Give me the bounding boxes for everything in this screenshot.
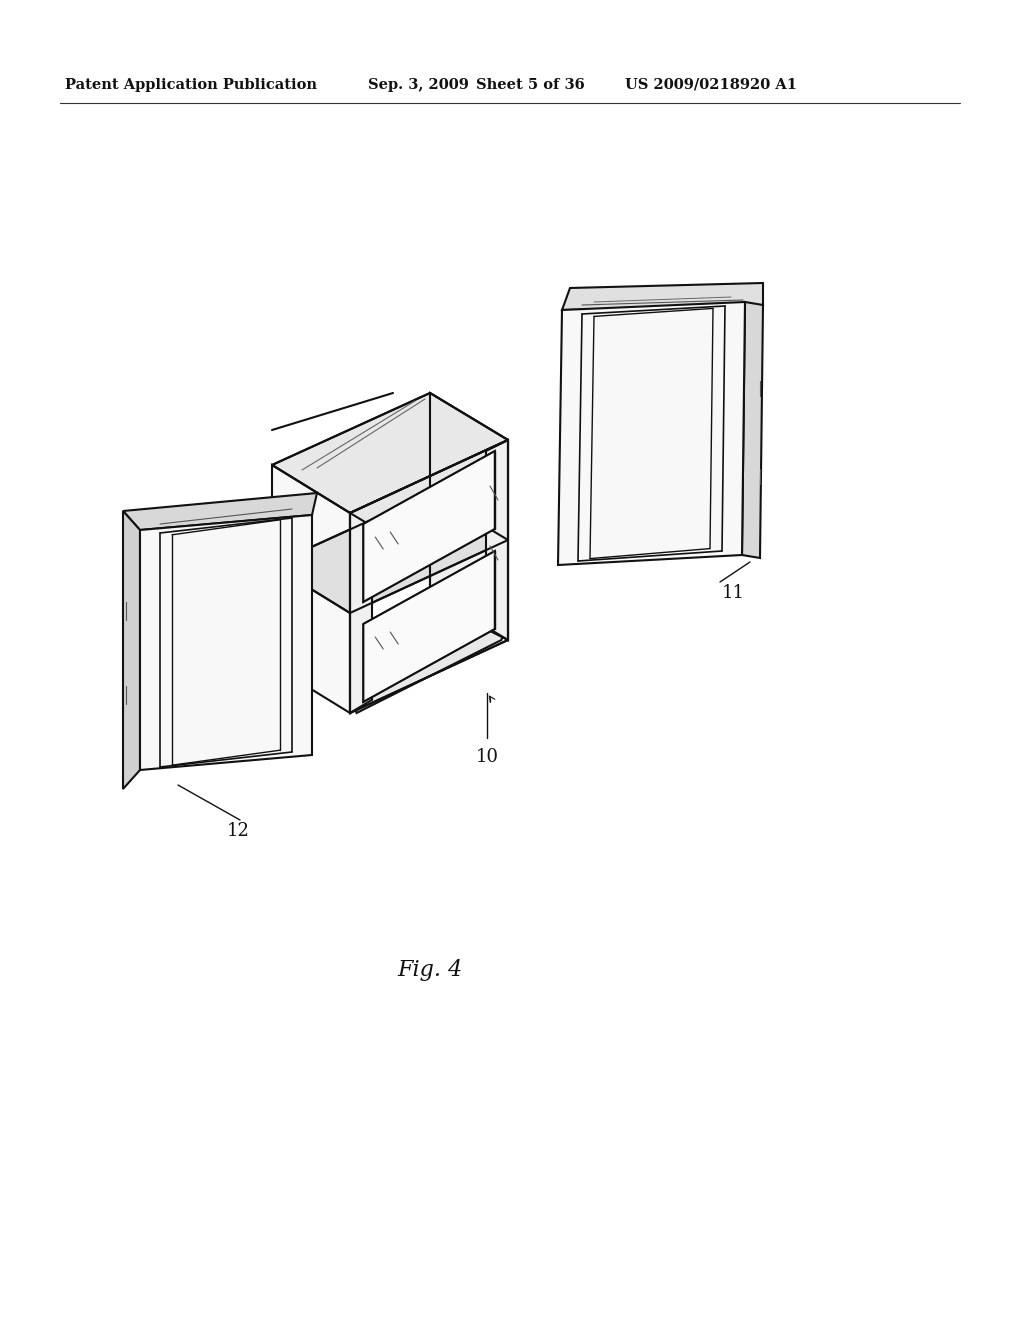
Text: 12: 12 bbox=[226, 822, 250, 840]
Polygon shape bbox=[140, 515, 312, 770]
Polygon shape bbox=[742, 302, 763, 558]
Text: US 2009/0218920 A1: US 2009/0218920 A1 bbox=[625, 78, 797, 92]
Polygon shape bbox=[350, 513, 372, 713]
Polygon shape bbox=[558, 302, 745, 565]
Polygon shape bbox=[364, 550, 495, 702]
Polygon shape bbox=[272, 465, 350, 713]
Text: Sep. 3, 2009: Sep. 3, 2009 bbox=[368, 78, 469, 92]
Polygon shape bbox=[350, 440, 508, 535]
Polygon shape bbox=[486, 440, 508, 640]
Text: Sheet 5 of 36: Sheet 5 of 36 bbox=[476, 78, 585, 92]
Text: 11: 11 bbox=[722, 583, 745, 602]
Text: 10: 10 bbox=[475, 748, 499, 766]
Polygon shape bbox=[350, 618, 508, 713]
Polygon shape bbox=[272, 393, 508, 513]
Polygon shape bbox=[430, 393, 508, 640]
Polygon shape bbox=[123, 511, 140, 789]
Polygon shape bbox=[562, 282, 763, 310]
Polygon shape bbox=[272, 492, 508, 612]
Polygon shape bbox=[364, 451, 495, 602]
Text: Patent Application Publication: Patent Application Publication bbox=[65, 78, 317, 92]
Polygon shape bbox=[123, 492, 317, 531]
Text: Fig. 4: Fig. 4 bbox=[397, 960, 463, 981]
